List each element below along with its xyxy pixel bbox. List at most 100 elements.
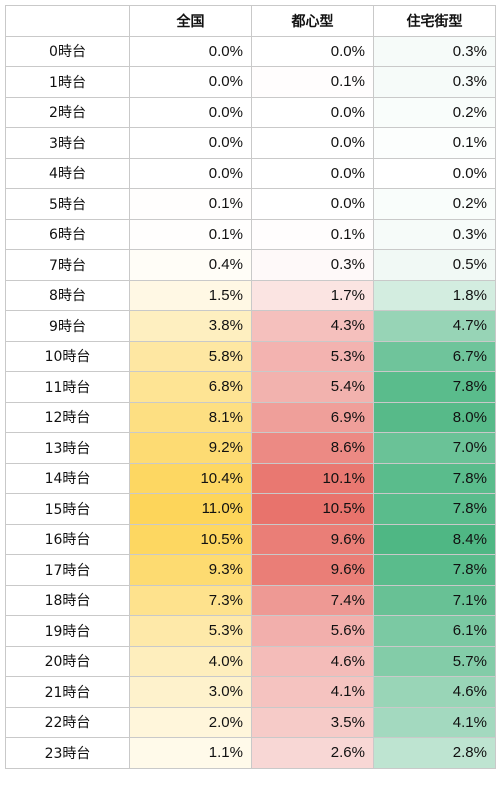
table-row: 2時台 0.0% 0.0% 0.2% — [5, 96, 496, 128]
value-cell-jutaku: 0.3% — [373, 218, 496, 250]
table-row: 16時台 10.5% 9.6% 8.4% — [5, 523, 496, 555]
value-cell-toshin: 5.6% — [251, 615, 374, 647]
row-label: 0時台 — [5, 35, 130, 67]
table-row: 1時台 0.0% 0.1% 0.3% — [5, 66, 496, 98]
value-cell-zenkoku: 9.2% — [129, 432, 252, 464]
table-row: 19時台 5.3% 5.6% 6.1% — [5, 615, 496, 647]
value-cell-jutaku: 0.2% — [373, 188, 496, 220]
table-row: 9時台 3.8% 4.3% 4.7% — [5, 310, 496, 342]
table-row: 15時台 11.0% 10.5% 7.8% — [5, 493, 496, 525]
value-cell-zenkoku: 1.5% — [129, 279, 252, 311]
value-cell-zenkoku: 9.3% — [129, 554, 252, 586]
row-label: 12時台 — [5, 401, 130, 433]
value-cell-zenkoku: 0.4% — [129, 249, 252, 281]
row-label: 13時台 — [5, 432, 130, 464]
row-label: 11時台 — [5, 371, 130, 403]
row-label: 5時台 — [5, 188, 130, 220]
value-cell-jutaku: 4.6% — [373, 676, 496, 708]
row-label: 19時台 — [5, 615, 130, 647]
value-cell-jutaku: 0.2% — [373, 96, 496, 128]
value-cell-toshin: 8.6% — [251, 432, 374, 464]
value-cell-toshin: 4.6% — [251, 645, 374, 677]
value-cell-zenkoku: 8.1% — [129, 401, 252, 433]
value-cell-jutaku: 7.8% — [373, 493, 496, 525]
value-cell-zenkoku: 10.5% — [129, 523, 252, 555]
value-cell-toshin: 5.3% — [251, 340, 374, 372]
value-cell-zenkoku: 3.8% — [129, 310, 252, 342]
row-label: 15時台 — [5, 493, 130, 525]
value-cell-jutaku: 7.8% — [373, 554, 496, 586]
value-cell-toshin: 4.1% — [251, 676, 374, 708]
value-cell-jutaku: 4.1% — [373, 706, 496, 738]
value-cell-zenkoku: 3.0% — [129, 676, 252, 708]
row-label: 21時台 — [5, 676, 130, 708]
value-cell-toshin: 9.6% — [251, 554, 374, 586]
table-row: 23時台 1.1% 2.6% 2.8% — [5, 737, 496, 769]
value-cell-zenkoku: 10.4% — [129, 462, 252, 494]
value-cell-toshin: 0.1% — [251, 218, 374, 250]
value-cell-zenkoku: 11.0% — [129, 493, 252, 525]
row-label: 17時台 — [5, 554, 130, 586]
row-label: 2時台 — [5, 96, 130, 128]
value-cell-zenkoku: 1.1% — [129, 737, 252, 769]
table-row: 4時台 0.0% 0.0% 0.0% — [5, 157, 496, 189]
row-label: 8時台 — [5, 279, 130, 311]
value-cell-jutaku: 6.1% — [373, 615, 496, 647]
value-cell-zenkoku: 0.1% — [129, 218, 252, 250]
column-header-toshin: 都心型 — [251, 5, 374, 37]
heatmap-table: 全国 都心型 住宅街型 0時台 0.0% 0.0% 0.3% 1時台 0.0% 0.1% 0.… — [5, 5, 496, 769]
value-cell-jutaku: 4.7% — [373, 310, 496, 342]
row-label: 3時台 — [5, 127, 130, 159]
table-row: 17時台 9.3% 9.6% 7.8% — [5, 554, 496, 586]
table-row: 7時台 0.4% 0.3% 0.5% — [5, 249, 496, 281]
row-label: 10時台 — [5, 340, 130, 372]
value-cell-zenkoku: 5.8% — [129, 340, 252, 372]
header-row: 全国 都心型 住宅街型 — [5, 5, 496, 37]
row-label: 4時台 — [5, 157, 130, 189]
value-cell-toshin: 0.0% — [251, 35, 374, 67]
value-cell-zenkoku: 6.8% — [129, 371, 252, 403]
value-cell-jutaku: 5.7% — [373, 645, 496, 677]
row-label: 14時台 — [5, 462, 130, 494]
value-cell-toshin: 1.7% — [251, 279, 374, 311]
value-cell-jutaku: 0.0% — [373, 157, 496, 189]
value-cell-zenkoku: 4.0% — [129, 645, 252, 677]
value-cell-toshin: 9.6% — [251, 523, 374, 555]
table-row: 14時台 10.4% 10.1% 7.8% — [5, 462, 496, 494]
table-row: 5時台 0.1% 0.0% 0.2% — [5, 188, 496, 220]
value-cell-jutaku: 7.8% — [373, 371, 496, 403]
value-cell-toshin: 6.9% — [251, 401, 374, 433]
table-row: 3時台 0.0% 0.0% 0.1% — [5, 127, 496, 159]
row-label: 1時台 — [5, 66, 130, 98]
table-row: 8時台 1.5% 1.7% 1.8% — [5, 279, 496, 311]
value-cell-jutaku: 0.3% — [373, 66, 496, 98]
table-body: 0時台 0.0% 0.0% 0.3% 1時台 0.0% 0.1% 0.3% 2時台 0.0% 0.0… — [5, 35, 496, 769]
row-label: 22時台 — [5, 706, 130, 738]
column-header-zenkoku: 全国 — [129, 5, 252, 37]
table-row: 13時台 9.2% 8.6% 7.0% — [5, 432, 496, 464]
table-row: 21時台 3.0% 4.1% 4.6% — [5, 676, 496, 708]
table-row: 0時台 0.0% 0.0% 0.3% — [5, 35, 496, 67]
value-cell-jutaku: 8.4% — [373, 523, 496, 555]
value-cell-jutaku: 7.0% — [373, 432, 496, 464]
value-cell-jutaku: 7.8% — [373, 462, 496, 494]
value-cell-jutaku: 0.1% — [373, 127, 496, 159]
value-cell-jutaku: 1.8% — [373, 279, 496, 311]
value-cell-zenkoku: 0.0% — [129, 96, 252, 128]
row-label: 7時台 — [5, 249, 130, 281]
value-cell-zenkoku: 0.0% — [129, 35, 252, 67]
value-cell-jutaku: 7.1% — [373, 584, 496, 616]
value-cell-toshin: 10.5% — [251, 493, 374, 525]
value-cell-zenkoku: 2.0% — [129, 706, 252, 738]
value-cell-toshin: 10.1% — [251, 462, 374, 494]
value-cell-toshin: 7.4% — [251, 584, 374, 616]
table-row: 22時台 2.0% 3.5% 4.1% — [5, 706, 496, 738]
value-cell-zenkoku: 0.0% — [129, 127, 252, 159]
row-label: 23時台 — [5, 737, 130, 769]
value-cell-toshin: 2.6% — [251, 737, 374, 769]
table-row: 18時台 7.3% 7.4% 7.1% — [5, 584, 496, 616]
value-cell-toshin: 5.4% — [251, 371, 374, 403]
value-cell-toshin: 0.0% — [251, 96, 374, 128]
value-cell-toshin: 4.3% — [251, 310, 374, 342]
value-cell-zenkoku: 0.0% — [129, 157, 252, 189]
